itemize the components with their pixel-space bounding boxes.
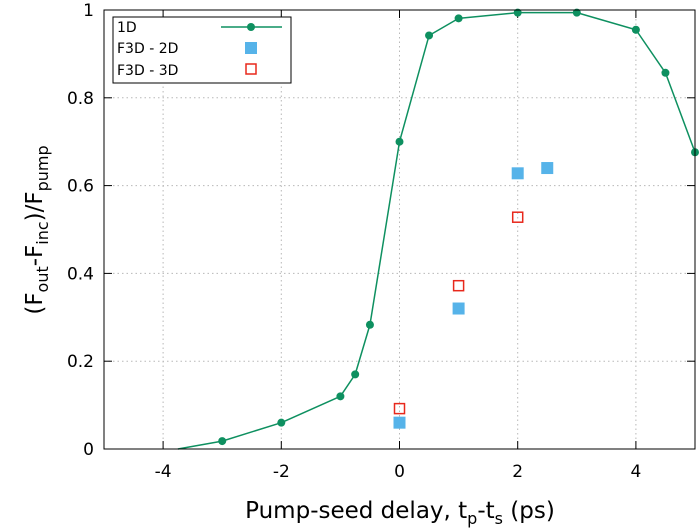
series-1d xyxy=(177,8,699,450)
x-title-mid: -t xyxy=(477,498,494,524)
data-point-1d xyxy=(425,31,434,40)
plot-frame xyxy=(103,9,696,450)
x-axis-title: Pump-seed delay, tp-ts (ps) xyxy=(245,498,555,528)
legend-label-f3d-2d: F3D - 2D xyxy=(117,41,178,57)
y-tick-label: 0.6 xyxy=(67,177,94,197)
data-point-1d xyxy=(351,370,360,379)
x-tick-label: 0 xyxy=(394,462,405,482)
y-tick-label: 1 xyxy=(83,1,94,21)
x-tick-label: 2 xyxy=(512,462,523,482)
x-title-prefix: Pump-seed delay, t xyxy=(245,498,467,524)
x-title-sub-s: s xyxy=(495,509,503,528)
data-point-f3d-2d xyxy=(541,162,554,175)
x-tick-label: 4 xyxy=(630,462,641,482)
legend-label-1d: 1D xyxy=(117,20,137,36)
data-point-1d xyxy=(572,8,581,17)
y-title-open: (F xyxy=(22,292,48,314)
series xyxy=(177,8,699,450)
legend: 1D F3D - 2D F3D - 3D xyxy=(112,16,292,84)
data-point-f3d-2d xyxy=(452,302,465,315)
legend-marker-1d xyxy=(247,23,255,31)
data-point-f3d-3d xyxy=(511,211,524,223)
data-point-1d xyxy=(218,437,227,446)
data-point-1d xyxy=(661,68,670,77)
x-title-sub-p: p xyxy=(467,509,477,528)
y-axis-title: (Fout-Finc)/Fpump xyxy=(22,145,52,314)
data-point-1d xyxy=(277,418,286,427)
legend-label-f3d-3d: F3D - 3D xyxy=(117,63,178,79)
legend-marker-f3d-2d xyxy=(245,42,257,54)
data-point-1d xyxy=(631,25,640,34)
x-tick-label: -4 xyxy=(155,462,172,482)
data-point-1d xyxy=(395,137,404,146)
y-title-sub-inc: inc xyxy=(33,221,52,244)
data-point-1d xyxy=(513,8,522,17)
data-point-1d xyxy=(454,14,463,23)
x-tick-label: -2 xyxy=(273,462,290,482)
legend-box xyxy=(112,16,292,84)
legend-marker-f3d-3d xyxy=(245,63,257,75)
y-title-mid: -F xyxy=(22,245,48,267)
y-title-sub-out: out xyxy=(33,266,52,292)
data-point-f3d-2d xyxy=(393,416,406,429)
tick-labels: -4 -2 0 2 4 0 0.2 0.4 0.6 0.8 1 xyxy=(67,1,641,482)
y-title-close: )/F xyxy=(22,191,48,221)
y-title-sub-pump: pump xyxy=(33,145,52,191)
series-f3d-3d xyxy=(393,211,524,415)
y-tick-label: 0.8 xyxy=(67,89,94,109)
y-tick-label: 0 xyxy=(83,440,94,460)
data-point-f3d-2d xyxy=(511,167,524,180)
series-f3d-2d xyxy=(393,162,554,429)
data-point-f3d-3d xyxy=(452,279,465,292)
data-point-f3d-3d xyxy=(393,402,406,415)
y-tick-label: 0.2 xyxy=(67,352,94,372)
data-point-1d xyxy=(336,392,345,401)
y-tick-label: 0.4 xyxy=(67,264,94,284)
series-line-1d xyxy=(177,11,696,450)
data-point-1d xyxy=(365,320,374,329)
x-title-suffix: (ps) xyxy=(503,498,555,524)
